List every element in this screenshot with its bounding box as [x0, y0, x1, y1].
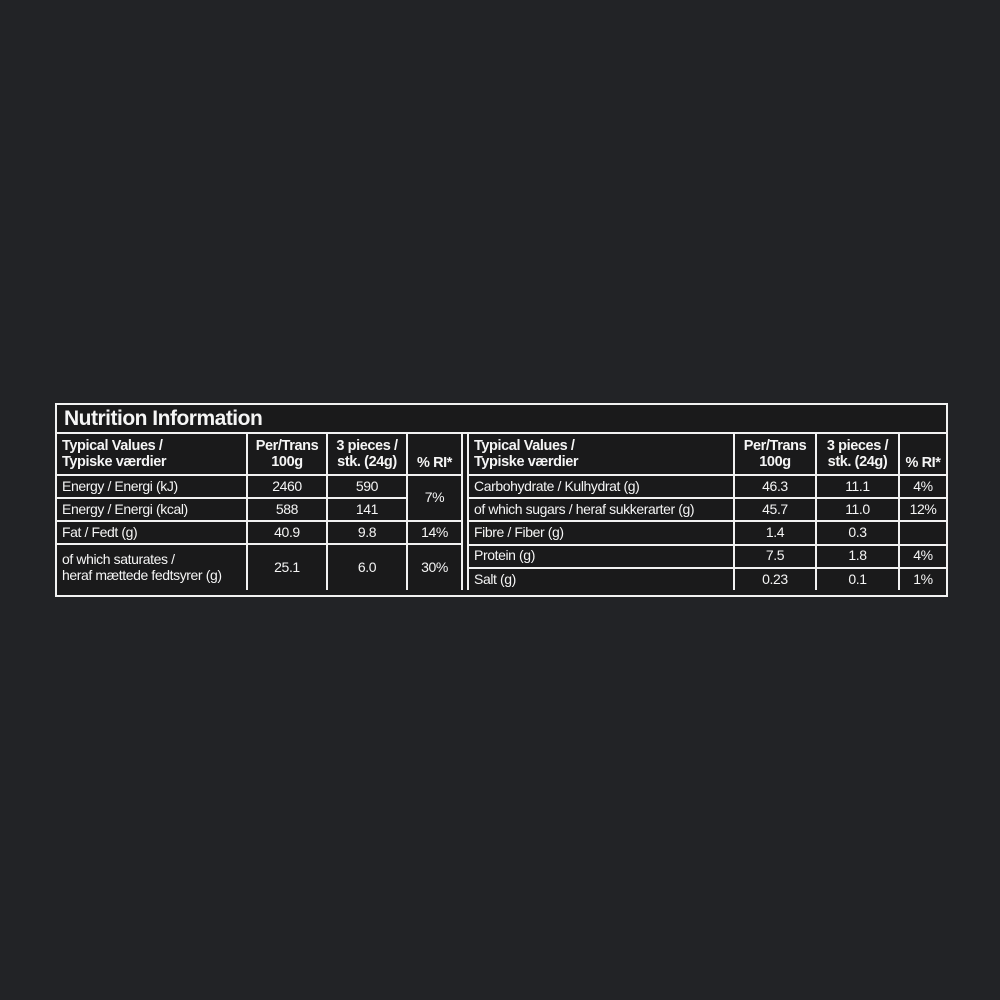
- right-row-salt-serving: 0.1: [817, 568, 898, 590]
- right-row-fibre-per100: 1.4: [735, 522, 815, 544]
- nutrition-label: Nutrition Information Typical Values / T…: [55, 403, 948, 597]
- left-row-saturates-ri: 30%: [408, 545, 461, 590]
- right-row-sugars-ri: 12%: [900, 499, 946, 521]
- left-row-saturates-per100: 25.1: [248, 545, 326, 590]
- panel-divider-gap: [463, 434, 467, 590]
- right-row-salt-per100: 0.23: [735, 568, 815, 590]
- left-row-energy-kcal-per100: 588: [248, 499, 326, 520]
- nutrition-label-title: Nutrition Information: [64, 406, 263, 430]
- right-header-serving: 3 pieces / stk. (24g): [817, 434, 898, 474]
- right-header-per-100g: Per/Trans 100g: [735, 434, 815, 474]
- nutrition-table-right: Typical Values / Typiske værdier Per/Tra…: [467, 434, 946, 590]
- right-row-sugars-label: of which sugars / heraf sukkerarter (g): [469, 499, 733, 521]
- right-row-carbohydrate-label: Carbohydrate / Kulhydrat (g): [469, 476, 733, 498]
- nutrition-label-title-bar: Nutrition Information: [57, 405, 946, 434]
- right-row-salt-ri: 1%: [900, 568, 946, 590]
- left-row-fat-label: Fat / Fedt (g): [57, 522, 246, 543]
- left-row-fat-ri: 14%: [408, 522, 461, 543]
- right-row-salt-label: Salt (g): [469, 568, 733, 590]
- left-header-typical-values: Typical Values / Typiske værdier: [57, 434, 246, 474]
- right-row-carbohydrate-serving: 11.1: [817, 476, 898, 498]
- right-row-protein-per100: 7.5: [735, 545, 815, 567]
- right-row-protein-ri: 4%: [900, 545, 946, 567]
- left-header-ri: % RI*: [408, 434, 461, 474]
- left-row-energy-kj-per100: 2460: [248, 476, 326, 497]
- right-row-carbohydrate-per100: 46.3: [735, 476, 815, 498]
- left-row-energy-kcal-serving: 141: [328, 499, 406, 520]
- left-row-energy-kj-serving: 590: [328, 476, 406, 497]
- left-row-energy-kcal-label: Energy / Energi (kcal): [57, 499, 246, 520]
- right-row-protein-label: Protein (g): [469, 545, 733, 567]
- right-row-protein-serving: 1.8: [817, 545, 898, 567]
- right-row-fibre-serving: 0.3: [817, 522, 898, 544]
- nutrition-panels: Typical Values / Typiske værdier Per/Tra…: [57, 434, 946, 590]
- left-row-saturates-label: of which saturates / heraf mættede fedts…: [57, 545, 246, 590]
- right-header-typical-values: Typical Values / Typiske værdier: [469, 434, 733, 474]
- left-row-energy-ri: 7%: [408, 476, 461, 520]
- nutrition-table-left: Typical Values / Typiske værdier Per/Tra…: [57, 434, 463, 590]
- right-row-sugars-per100: 45.7: [735, 499, 815, 521]
- left-header-per-100g: Per/Trans 100g: [248, 434, 326, 474]
- left-header-serving: 3 pieces / stk. (24g): [328, 434, 406, 474]
- left-row-saturates-serving: 6.0: [328, 545, 406, 590]
- right-row-carbohydrate-ri: 4%: [900, 476, 946, 498]
- right-header-ri: % RI*: [900, 434, 946, 474]
- right-row-fibre-ri: [900, 522, 946, 544]
- left-row-fat-per100: 40.9: [248, 522, 326, 543]
- right-row-fibre-label: Fibre / Fiber (g): [469, 522, 733, 544]
- right-row-sugars-serving: 11.0: [817, 499, 898, 521]
- left-row-energy-kj-label: Energy / Energi (kJ): [57, 476, 246, 497]
- left-row-fat-serving: 9.8: [328, 522, 406, 543]
